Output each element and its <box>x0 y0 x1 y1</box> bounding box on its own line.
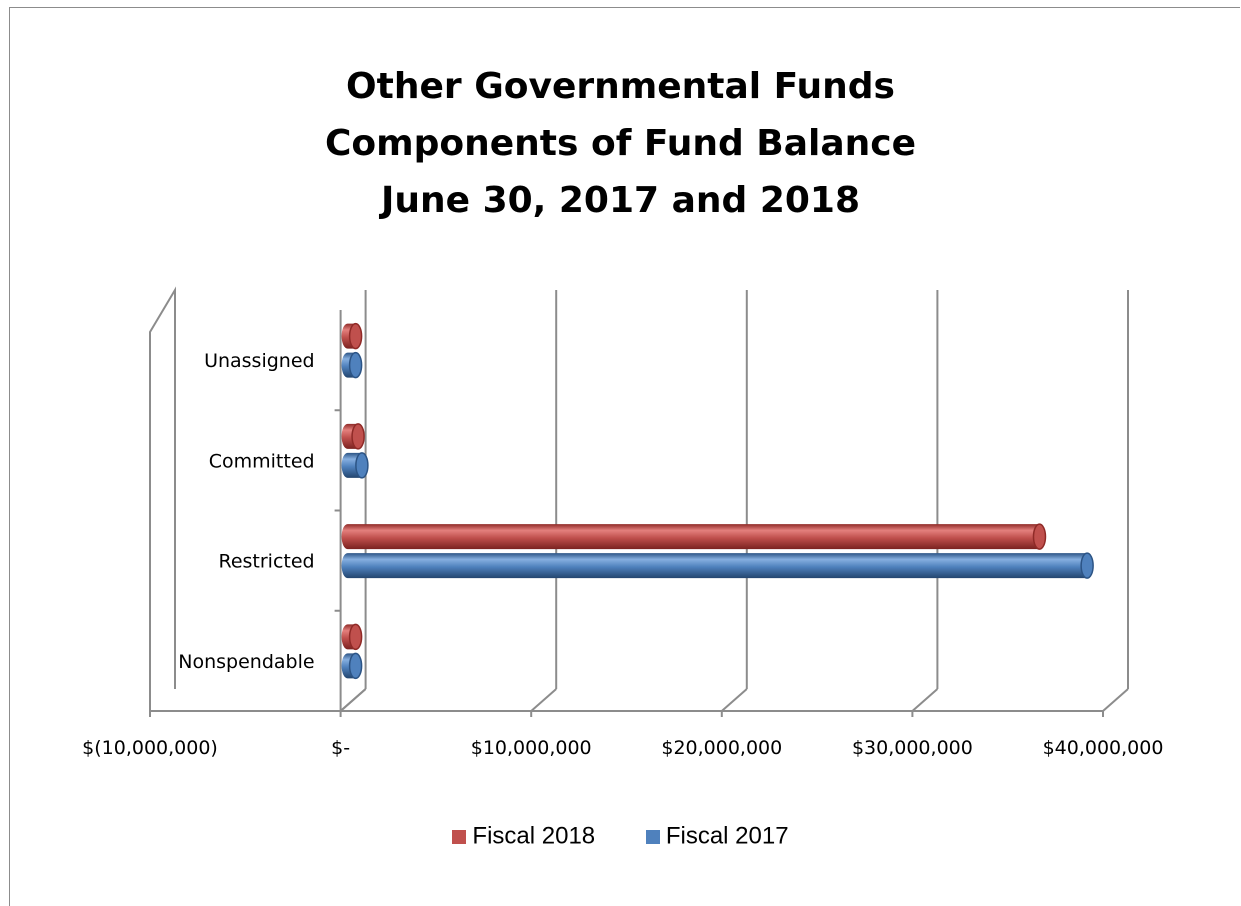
chart-frame <box>9 7 1240 906</box>
bar-fiscal-2017 <box>341 351 363 379</box>
bar-fiscal-2018 <box>341 623 363 651</box>
legend-label-fiscal-2017: Fiscal 2017 <box>665 822 789 850</box>
floor-gridline <box>911 688 939 712</box>
left-wall <box>149 286 176 711</box>
legend-item-fiscal-2017: Fiscal 2017 <box>645 822 789 851</box>
x-tick-label: $40,000,000 <box>1043 737 1164 759</box>
category-label: Committed <box>209 450 315 472</box>
floor-gridline <box>530 688 557 712</box>
bar-fiscal-2018 <box>341 523 1047 550</box>
chart-title-line-2: Components of Fund Balance <box>324 123 917 164</box>
x-tick-label: $30,000,000 <box>852 737 973 759</box>
bar-fiscal-2018 <box>341 423 365 450</box>
bar-fiscal-2018 <box>341 322 363 350</box>
legend: Fiscal 2018 Fiscal 2017 <box>0 822 1241 851</box>
legend-swatch-fiscal-2017 <box>645 829 660 844</box>
bar-cap <box>1080 552 1094 579</box>
legend-label-fiscal-2018: Fiscal 2018 <box>472 822 596 850</box>
y-axis-depth <box>339 688 367 712</box>
labels-layer: $(10,000,000) $- $10,000,000 $20,000,000 $30… <box>82 350 1163 759</box>
bar-cap <box>355 452 369 479</box>
bars-layer <box>341 322 1094 680</box>
bar-fiscal-2017 <box>341 652 363 680</box>
x-tick-label: $- <box>331 737 350 759</box>
chart-title: Other Governmental Funds Components of F… <box>0 58 1241 229</box>
category-label: Unassigned <box>204 350 315 372</box>
x-tick-label: $(10,000,000) <box>82 737 218 759</box>
floor-gridline <box>1102 688 1129 712</box>
category-label: Restricted <box>218 551 314 573</box>
legend-item-fiscal-2018: Fiscal 2018 <box>452 822 595 851</box>
x-tick-label: $10,000,000 <box>471 737 592 759</box>
bar-body <box>341 553 1094 579</box>
bar-cap <box>348 351 363 379</box>
chart-title-line-3: June 30, 2017 and 2018 <box>380 180 861 221</box>
bar-body <box>341 524 1046 550</box>
grid-layer <box>149 286 1129 717</box>
x-tick-label: $20,000,000 <box>661 737 782 759</box>
bar-fiscal-2017 <box>341 452 369 479</box>
bar-cap <box>1032 523 1047 550</box>
bar-cap <box>348 322 363 350</box>
category-label: Nonspendable <box>178 651 314 673</box>
chart-title-line-1: Other Governmental Funds <box>346 66 895 107</box>
bar-cap <box>351 423 365 450</box>
bar-fiscal-2017 <box>341 552 1094 579</box>
floor-gridline <box>721 688 748 712</box>
legend-swatch-fiscal-2018 <box>452 829 467 844</box>
bar-cap <box>348 623 363 651</box>
bar-cap <box>348 652 363 680</box>
